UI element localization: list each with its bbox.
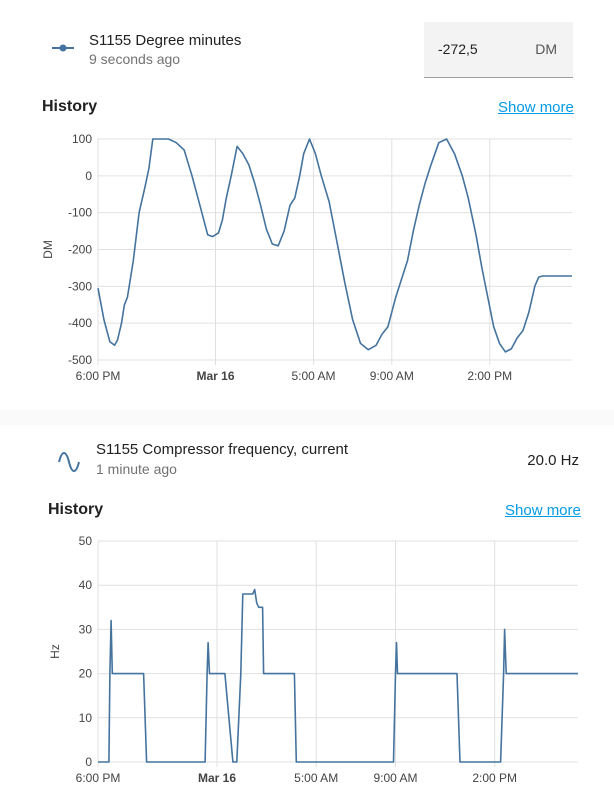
entity-row-degree-minutes[interactable]: S1155 Degree minutes 9 seconds ago -272,… (0, 0, 614, 82)
y-axis-title: DM (41, 240, 55, 259)
y-tick-label: -500 (68, 353, 92, 367)
y-axis-title: Hz (48, 644, 62, 659)
show-more-link[interactable]: Show more (505, 502, 581, 519)
entity-name: S1155 Compressor frequency, current (96, 441, 349, 458)
y-tick-label: 30 (79, 622, 93, 636)
y-tick-label: 0 (85, 169, 92, 183)
y-tick-label: 20 (79, 667, 93, 681)
y-tick-label: -400 (68, 316, 92, 330)
y-tick-label: -200 (68, 243, 92, 257)
compressor-frequency-history-chart: 50 40 30 20 10 0 6:00 PM Mar 16 5:00 AM 9:00 AM 2:… (48, 534, 578, 785)
x-tick-label: Mar 16 (197, 369, 235, 383)
y-tick-label: 40 (79, 578, 93, 592)
y-tick-label: -100 (68, 206, 92, 220)
x-tick-label: 9:00 AM (370, 369, 414, 383)
x-tick-label: 6:00 PM (76, 771, 121, 785)
y-tick-label: -300 (68, 279, 92, 293)
entity-state: 20.0 Hz (527, 452, 579, 469)
entity-row-compressor-frequency[interactable]: S1155 Compressor frequency, current 1 mi… (0, 425, 614, 507)
y-tick-label: 50 (79, 534, 93, 548)
x-tick-label: 5:00 AM (291, 369, 335, 383)
value-text[interactable]: -272,5 (438, 41, 478, 57)
entity-card-compressor-frequency: S1155 Compressor frequency, current 1 mi… (0, 425, 614, 800)
x-tick-label: 6:00 PM (76, 369, 121, 383)
x-tick-label: 2:00 PM (467, 369, 512, 383)
line-chart-node-icon (52, 44, 74, 52)
entity-last-changed: 1 minute ago (96, 461, 177, 477)
entity-name: S1155 Degree minutes (89, 32, 242, 49)
history-title: History (42, 98, 98, 115)
y-tick-label: 0 (85, 755, 92, 769)
degree-minutes-history-chart: 100 0 -100 -200 -300 -400 -500 6:00 PM Mar 16 5:0… (41, 132, 572, 383)
series-line (97, 138, 572, 353)
y-tick-label: 10 (79, 711, 93, 725)
series-line (98, 588, 578, 763)
x-tick-label: 2:00 PM (472, 771, 517, 785)
value-input[interactable]: -272,5 DM (424, 22, 573, 78)
entity-card-degree-minutes: S1155 Degree minutes 9 seconds ago -272,… (0, 0, 614, 383)
show-more-link[interactable]: Show more (498, 99, 574, 116)
x-tick-label: 9:00 AM (374, 771, 418, 785)
entity-last-changed: 9 seconds ago (89, 51, 181, 67)
x-tick-label: 5:00 AM (294, 771, 338, 785)
sine-wave-icon (58, 452, 80, 472)
unit-suffix: DM (535, 41, 557, 57)
x-tick-label: Mar 16 (198, 771, 236, 785)
history-title: History (48, 501, 104, 518)
y-tick-label: 100 (72, 132, 92, 146)
